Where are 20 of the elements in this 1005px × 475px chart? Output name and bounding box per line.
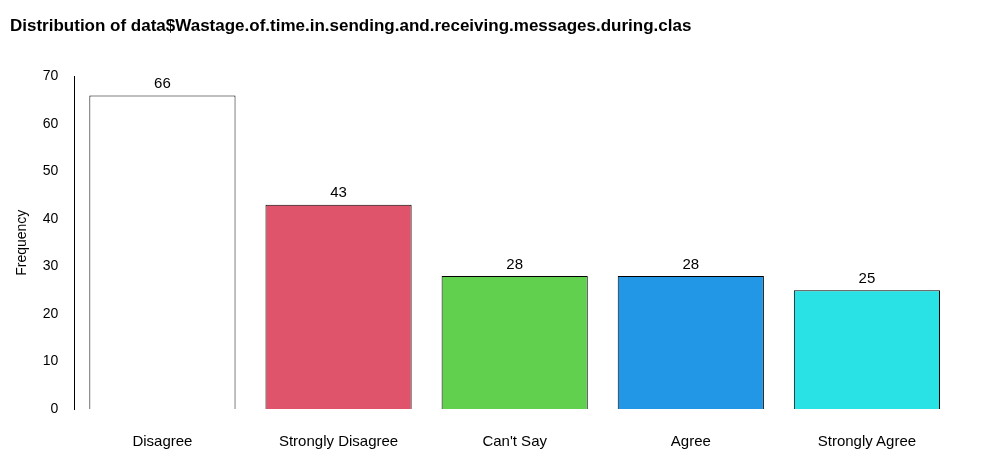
y-axis-title: Frequency xyxy=(13,209,30,276)
data-label: 25 xyxy=(858,268,876,286)
x-tick-label: Agree xyxy=(670,432,711,450)
y-tick-label: 30 xyxy=(42,257,59,274)
x-tick-label: Disagree xyxy=(132,432,193,450)
data-label: 28 xyxy=(506,254,524,272)
y-tick-label: 60 xyxy=(42,114,59,131)
y-tick-label: 70 xyxy=(42,67,59,84)
data-label: 28 xyxy=(682,254,700,272)
chart-title: Distribution of data$Wastage.of.time.in.sending.and.receiving.messages.during.clas xyxy=(10,15,692,35)
y-tick-label: 40 xyxy=(42,209,59,226)
data-label: 43 xyxy=(330,183,347,201)
x-tick-label: Strongly Disagree xyxy=(278,432,399,450)
y-tick-label: 50 xyxy=(42,162,59,179)
y-tick-label: 10 xyxy=(42,352,59,369)
y-tick-label: 20 xyxy=(42,304,59,321)
data-label: 66 xyxy=(154,74,171,92)
x-tick-label: Can't Say xyxy=(482,432,548,450)
y-tick-label: 0 xyxy=(50,399,59,416)
x-tick-label: Strongly Agree xyxy=(817,432,917,450)
